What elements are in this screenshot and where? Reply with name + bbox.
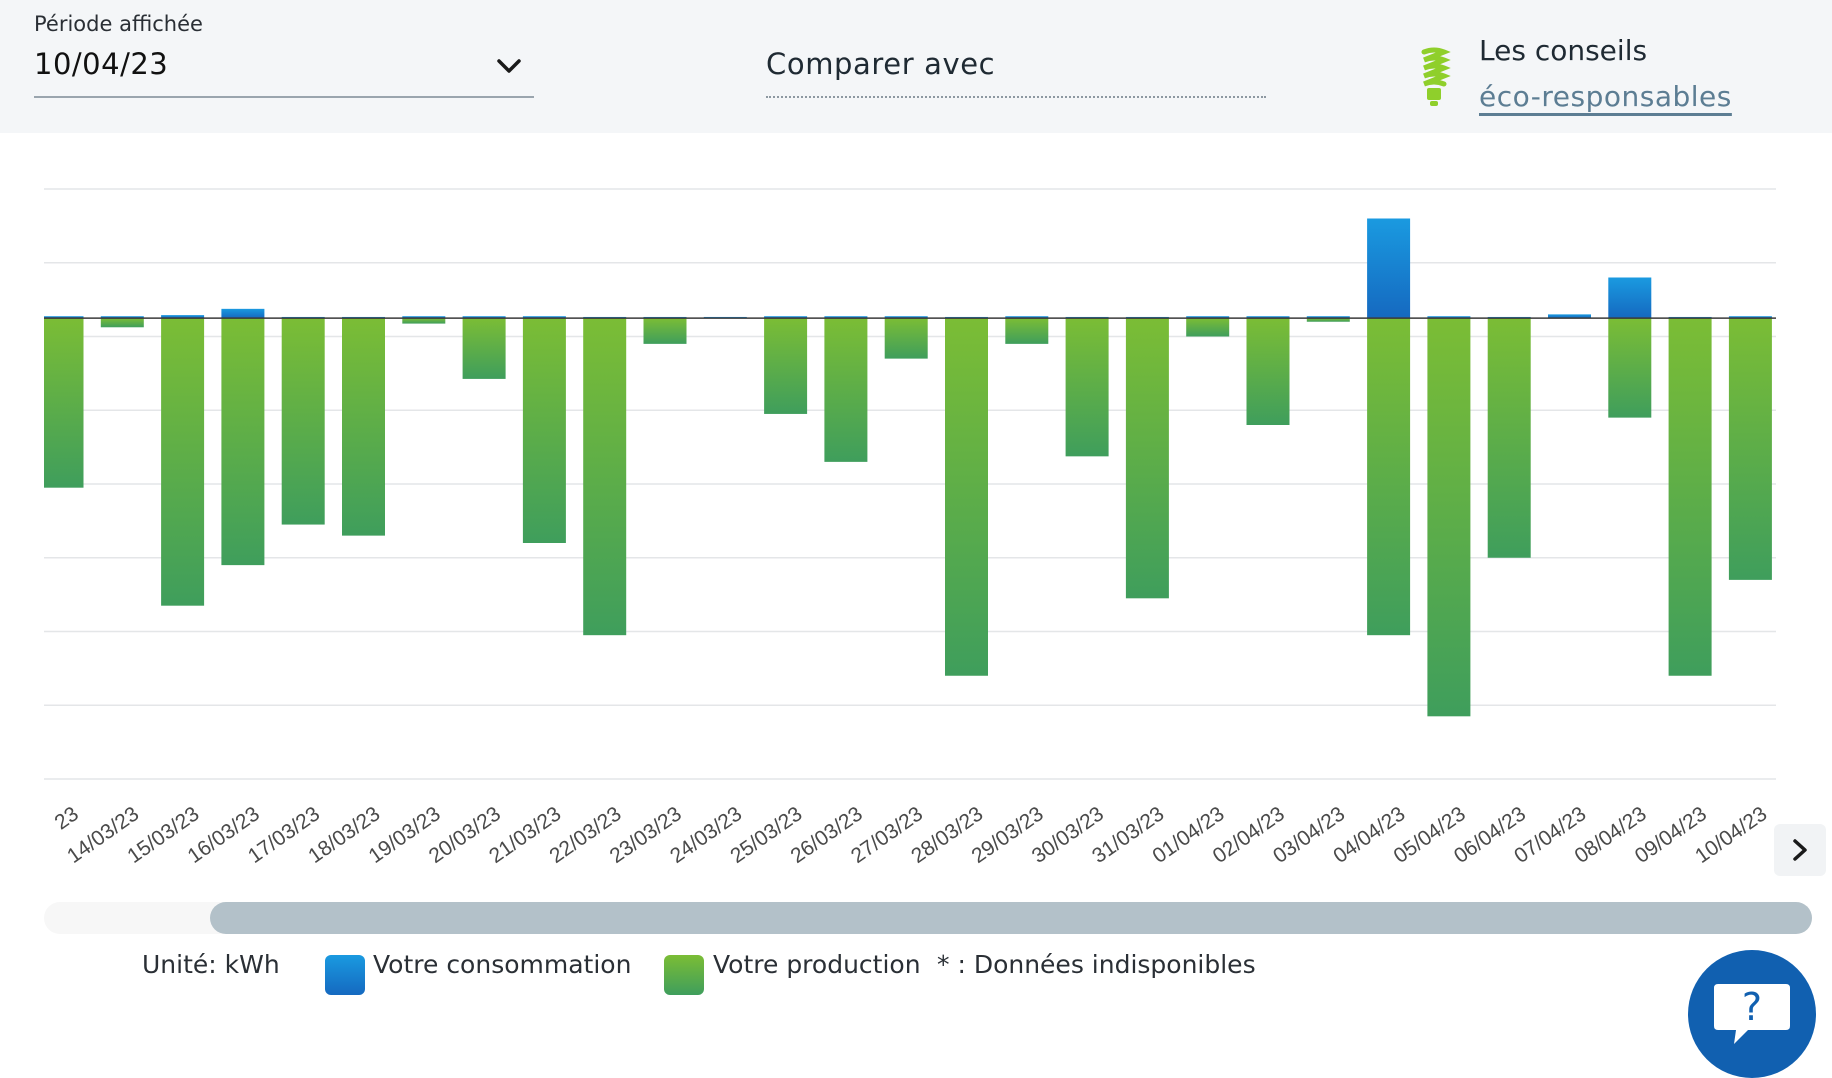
consumption-bar[interactable] xyxy=(1306,316,1350,319)
production-legend-label: Votre production xyxy=(713,950,921,979)
consumption-bar[interactable] xyxy=(1005,316,1049,319)
next-period-button[interactable] xyxy=(1774,824,1826,876)
consumption-bar[interactable] xyxy=(884,316,928,319)
production-bar[interactable] xyxy=(1668,318,1712,676)
period-label: Période affichée xyxy=(34,12,203,36)
consumption-bar[interactable] xyxy=(1608,277,1652,319)
production-bar[interactable] xyxy=(44,318,84,488)
consumption-production-chart: 2314/03/2315/03/2316/03/2317/03/2318/03/… xyxy=(44,188,1776,868)
production-bar[interactable] xyxy=(1186,318,1230,337)
consumption-legend-swatch xyxy=(325,955,365,995)
production-bar[interactable] xyxy=(1246,318,1290,425)
production-bar[interactable] xyxy=(100,318,144,328)
production-bar[interactable] xyxy=(402,318,446,324)
consumption-bar[interactable] xyxy=(1186,316,1230,319)
consumption-bar[interactable] xyxy=(522,316,566,319)
consumption-bar[interactable] xyxy=(100,316,144,319)
compare-label: Comparer avec xyxy=(766,47,996,81)
production-bar[interactable] xyxy=(1306,318,1350,322)
chevron-down-icon xyxy=(497,59,521,73)
production-bar[interactable] xyxy=(1728,318,1772,580)
production-bar[interactable] xyxy=(643,318,687,344)
unavailable-data-note: * : Données indisponibles xyxy=(937,950,1256,979)
help-chat-button[interactable]: ? xyxy=(1688,950,1816,1078)
production-legend-swatch xyxy=(664,955,704,995)
svg-text:?: ? xyxy=(1742,985,1762,1029)
compare-select[interactable]: Comparer avec xyxy=(766,44,1266,98)
consumption-bar[interactable] xyxy=(1246,316,1290,319)
production-bar[interactable] xyxy=(1367,318,1411,636)
production-bar[interactable] xyxy=(884,318,928,359)
consumption-bar[interactable] xyxy=(1367,218,1411,319)
consumption-bar[interactable] xyxy=(462,316,506,319)
consumption-legend-label: Votre consommation xyxy=(373,950,632,979)
production-bar[interactable] xyxy=(1487,318,1531,558)
help-chat-icon: ? xyxy=(1714,984,1790,1044)
production-bar[interactable] xyxy=(161,318,205,606)
eco-tips-link[interactable]: éco-responsables xyxy=(1479,80,1732,113)
chart-scrollbar-thumb[interactable] xyxy=(210,902,1812,934)
production-bar[interactable] xyxy=(945,318,988,676)
production-bar[interactable] xyxy=(1005,318,1049,344)
period-value: 10/04/23 xyxy=(34,47,169,81)
period-select[interactable]: 10/04/23 xyxy=(34,44,534,98)
lightbulb-icon xyxy=(1421,47,1451,106)
production-bar[interactable] xyxy=(342,318,385,536)
unit-label: Unité: kWh xyxy=(142,950,280,979)
production-bar[interactable] xyxy=(1427,318,1471,717)
consumption-bar[interactable] xyxy=(161,315,205,319)
production-bar[interactable] xyxy=(522,318,566,543)
production-bar[interactable] xyxy=(221,318,265,566)
consumption-bar[interactable] xyxy=(221,308,265,319)
production-bar[interactable] xyxy=(1125,318,1169,599)
consumption-bar[interactable] xyxy=(824,316,868,319)
consumption-bar[interactable] xyxy=(1728,316,1772,319)
filter-bar xyxy=(0,0,1832,133)
production-bar[interactable] xyxy=(1608,318,1652,418)
production-bar[interactable] xyxy=(1065,318,1109,457)
production-bar[interactable] xyxy=(462,318,506,379)
consumption-bar[interactable] xyxy=(1427,316,1471,319)
x-tick-label: 23 xyxy=(51,802,83,834)
consumption-bar[interactable] xyxy=(764,316,808,319)
consumption-bar[interactable] xyxy=(44,316,84,319)
tips-label: Les conseils xyxy=(1479,34,1648,67)
production-bar[interactable] xyxy=(281,318,325,525)
production-bar[interactable] xyxy=(824,318,868,462)
production-bar[interactable] xyxy=(583,318,627,636)
production-bar[interactable] xyxy=(764,318,808,414)
consumption-bar[interactable] xyxy=(1548,314,1591,319)
consumption-bar[interactable] xyxy=(402,316,446,319)
chevron-right-icon xyxy=(1793,839,1807,861)
